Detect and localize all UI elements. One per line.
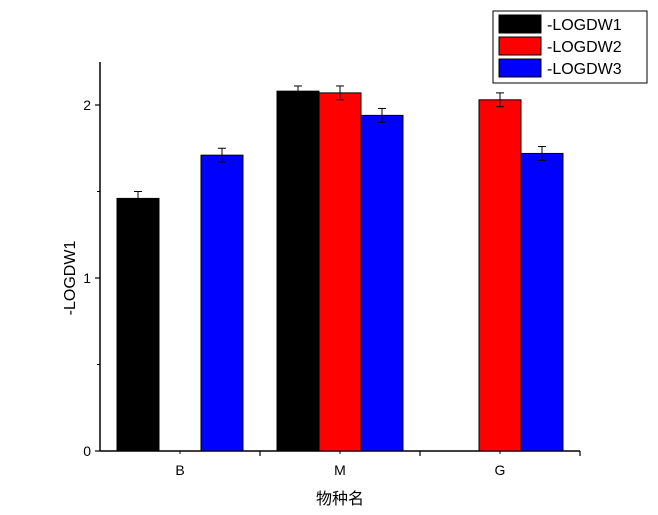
bar-M-1: [276, 90, 320, 452]
x-tick-label: G: [495, 462, 506, 478]
x-tick-label: M: [334, 462, 346, 478]
legend-label: -LOGDW2: [547, 39, 622, 56]
bar-B-1: [116, 197, 160, 452]
legend-label: -LOGDW3: [547, 61, 622, 78]
y-tick-label: 0: [83, 443, 91, 459]
y-ticks: 0 1 2: [83, 97, 100, 459]
bar-B-3: [200, 154, 244, 452]
bar-M-2: [318, 92, 362, 452]
error-bars: [134, 85, 546, 206]
legend-label: -LOGDW1: [547, 17, 622, 34]
x-axis-label: 物种名: [316, 490, 364, 508]
legend: -LOGDW1 -LOGDW2 -LOGDW3: [492, 10, 648, 84]
legend-swatch: [498, 36, 542, 56]
legend-swatch: [498, 14, 542, 34]
legend-swatch: [498, 58, 542, 78]
y-tick-label: 2: [83, 97, 91, 113]
x-tick-label: B: [175, 462, 184, 478]
y-axis-label: -LOGDW1: [62, 241, 79, 316]
y-tick-label: 1: [83, 270, 91, 286]
bars: [116, 90, 564, 452]
bar-G-2: [478, 99, 522, 452]
bar-M-3: [360, 114, 404, 452]
bar-G-3: [520, 152, 564, 452]
